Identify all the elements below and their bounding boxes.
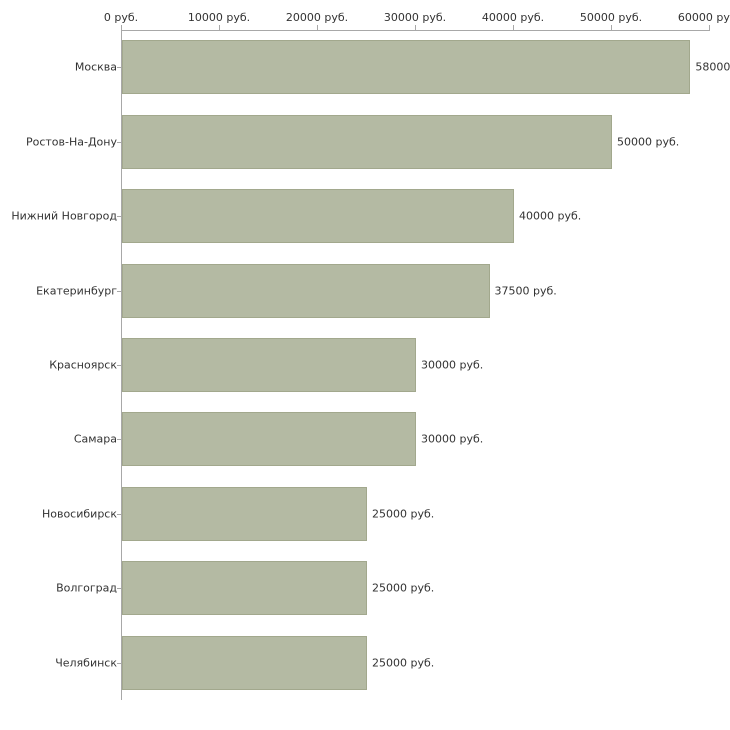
x-tick-label: 50000 руб. (579, 11, 643, 24)
x-tick-mark (219, 25, 220, 30)
value-label: 40000 руб. (519, 209, 582, 223)
category-label: Нижний Новгород (11, 209, 117, 223)
y-tick-mark (117, 290, 121, 292)
category-label: Ростов-На-Дону (25, 135, 117, 149)
value-label: 25000 руб. (372, 581, 435, 595)
x-tick-mark (121, 25, 122, 30)
x-tick-label: 0 руб. (103, 11, 139, 24)
bar (122, 561, 367, 616)
category-label: Москва (74, 60, 117, 74)
value-label: 50000 руб. (617, 135, 680, 149)
y-tick-mark (117, 439, 121, 441)
x-axis-line (121, 30, 710, 31)
bar (122, 189, 514, 244)
y-axis-line (121, 30, 122, 700)
bar (122, 114, 612, 169)
y-tick-mark (117, 513, 121, 515)
bar (122, 486, 367, 541)
category-label: Волгоград (56, 581, 117, 595)
value-label: 25000 руб. (372, 507, 435, 521)
bar (122, 635, 367, 690)
x-tick-label: 10000 руб. (187, 11, 251, 24)
x-tick-mark (415, 25, 416, 30)
value-label: 37500 руб. (494, 284, 557, 298)
bar (122, 263, 490, 318)
value-label: 25000 руб. (372, 656, 435, 670)
value-label: 58000 руб. (695, 60, 730, 74)
x-tick-mark (611, 25, 612, 30)
y-tick-mark (117, 365, 121, 366)
x-tick-mark (709, 25, 710, 30)
x-tick-mark (317, 25, 318, 30)
bar (122, 40, 691, 95)
category-label: Новосибирск (41, 507, 117, 521)
x-tick-label: 30000 руб. (383, 11, 447, 24)
value-label: 30000 руб. (421, 358, 484, 372)
y-tick-mark (117, 662, 121, 664)
category-label: Красноярск (49, 358, 117, 372)
value-label: 30000 руб. (421, 432, 484, 446)
x-tick-mark (513, 25, 514, 30)
y-tick-mark (117, 588, 121, 590)
bar (122, 412, 416, 467)
y-tick-mark (117, 216, 121, 218)
y-tick-mark (117, 141, 121, 143)
x-tick-label: 40000 руб. (481, 11, 545, 24)
bar (122, 338, 416, 392)
category-label: Самара (73, 432, 117, 446)
category-label: Екатеринбург (36, 284, 117, 298)
x-tick-label: 20000 руб. (285, 11, 349, 24)
x-tick-label: 60000 руб. (677, 11, 730, 24)
y-tick-mark (117, 67, 121, 69)
category-label: Челябинск (55, 656, 117, 670)
